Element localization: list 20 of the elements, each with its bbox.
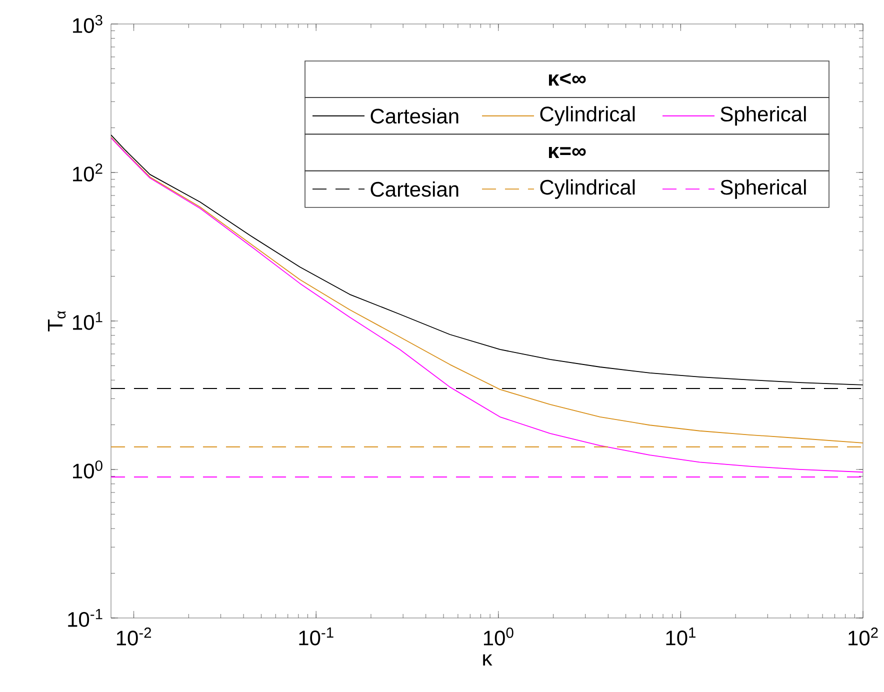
legend-label: Spherical [720, 106, 806, 126]
y-tick-label: 10$^{-1}$ [68, 609, 102, 627]
x-axis-title: κ [483, 654, 492, 666]
x-tick-label: 10$^{2}$ [848, 628, 878, 646]
x-tick-label: 10$^{0}$ [484, 628, 514, 646]
y-tick-label: 10$^{1}$ [73, 312, 102, 330]
x-tick-label: 10$^{-1}$ [299, 628, 334, 646]
x-tick-label: 10$^{-2}$ [116, 628, 152, 646]
y-tick-label: 10$^{2}$ [73, 163, 102, 182]
legend-label: Cartesian [370, 108, 458, 124]
legend-label: Cylindrical [540, 179, 635, 199]
y-axis-title: T$_{α}$ [48, 310, 66, 332]
legend-label: Spherical [720, 179, 806, 199]
legend-label: Cylindrical [540, 106, 635, 126]
x-tick-label: 10$^{1}$ [666, 628, 696, 646]
y-tick-label: 10$^{3}$ [73, 14, 102, 33]
annotation: κ=∞ [548, 146, 586, 158]
annotation: κ<∞ [548, 72, 586, 86]
legend-label: Cartesian [370, 181, 458, 197]
y-tick-label: 10$^{0}$ [73, 460, 102, 478]
